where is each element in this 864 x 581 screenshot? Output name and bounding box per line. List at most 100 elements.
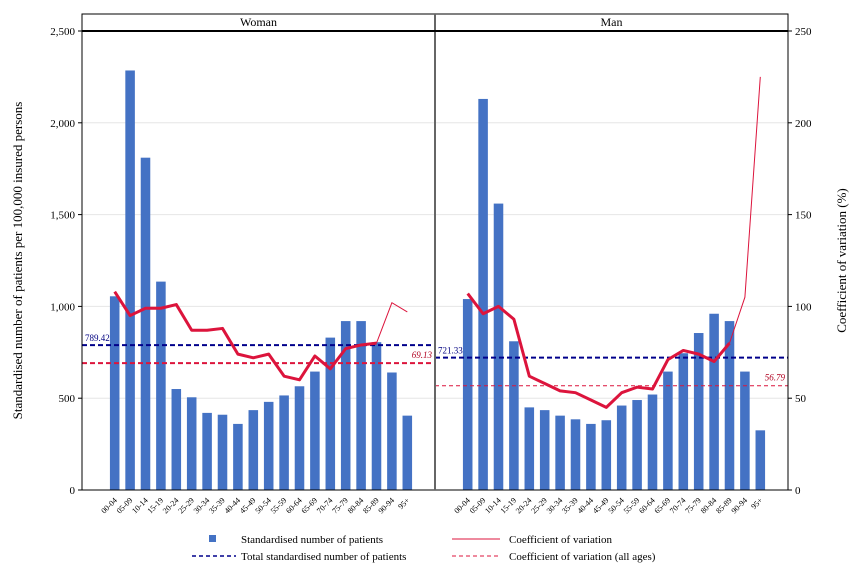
x-tick-label: 60-64 bbox=[637, 496, 657, 516]
bar bbox=[233, 423, 243, 490]
x-tick-label: 05-09 bbox=[468, 496, 488, 516]
bar bbox=[109, 296, 120, 490]
y-right-tick-label: 200 bbox=[795, 118, 812, 130]
x-tick-label: 30-34 bbox=[192, 496, 212, 516]
bar bbox=[678, 353, 689, 490]
x-tick-label: 70-74 bbox=[668, 496, 688, 516]
y-left-tick-label: 1,000 bbox=[50, 301, 75, 313]
x-tick-label: 55-59 bbox=[269, 496, 289, 516]
bar bbox=[740, 371, 750, 490]
bar bbox=[387, 372, 397, 490]
bar bbox=[632, 400, 642, 490]
legend-label: Total standardised number of patients bbox=[241, 551, 406, 563]
bar bbox=[601, 420, 612, 490]
bar bbox=[325, 337, 336, 490]
cv-line-thin bbox=[729, 76, 761, 344]
x-tick-label: 90-94 bbox=[377, 496, 397, 516]
x-tick-label: 40-44 bbox=[223, 496, 243, 516]
x-tick-label: 70-74 bbox=[315, 496, 335, 516]
x-tick-label: 40-44 bbox=[576, 496, 596, 516]
bar bbox=[356, 321, 366, 490]
cv-line bbox=[466, 292, 731, 409]
bar bbox=[586, 423, 596, 490]
x-tick-label: 85-89 bbox=[361, 496, 381, 516]
panel-title: Man bbox=[601, 15, 623, 29]
y-left-tick-label: 500 bbox=[59, 393, 76, 405]
bar bbox=[156, 281, 166, 490]
x-tick-label: 10-14 bbox=[130, 496, 150, 516]
bar bbox=[279, 395, 289, 490]
legend-label: Coefficient of variation bbox=[509, 534, 613, 546]
x-tick-label: 00-04 bbox=[99, 496, 119, 516]
x-tick-label: 25-29 bbox=[176, 496, 196, 516]
x-tick-label: 75-79 bbox=[683, 496, 703, 516]
bar bbox=[248, 410, 259, 490]
legend-label: Standardised number of patients bbox=[241, 534, 383, 546]
bar bbox=[462, 299, 473, 490]
bar bbox=[340, 321, 351, 490]
x-tick-label: 45-49 bbox=[238, 496, 258, 516]
x-tick-label: 65-69 bbox=[300, 496, 320, 516]
x-tick-label: 20-24 bbox=[161, 496, 181, 516]
bar bbox=[186, 397, 197, 490]
panel-frame bbox=[434, 30, 789, 491]
bar bbox=[478, 98, 488, 490]
x-tick-label: 35-39 bbox=[207, 496, 227, 516]
x-tick-label: 90-94 bbox=[730, 496, 750, 516]
x-tick-label: 50-54 bbox=[606, 496, 626, 516]
x-tick-label: 65-69 bbox=[653, 496, 673, 516]
bar bbox=[755, 430, 766, 490]
bar bbox=[171, 389, 182, 490]
x-tick-label: 80-84 bbox=[699, 496, 719, 516]
y-left-tick-label: 2,500 bbox=[50, 26, 75, 38]
x-tick-label: 35-39 bbox=[560, 496, 580, 516]
bar bbox=[310, 371, 320, 490]
bar bbox=[140, 157, 151, 490]
y-left-axis-title: Standardised number of patients per 100,… bbox=[10, 102, 25, 420]
bar bbox=[616, 405, 627, 490]
bar bbox=[539, 410, 550, 490]
x-tick-label: 15-19 bbox=[499, 496, 519, 516]
x-tick-label: 60-64 bbox=[284, 496, 304, 516]
y-right-tick-label: 0 bbox=[795, 485, 801, 497]
x-tick-label: 25-29 bbox=[529, 496, 549, 516]
x-tick-label: 75-79 bbox=[330, 496, 350, 516]
legend-swatch-patients bbox=[209, 535, 216, 542]
x-tick-label: 30-34 bbox=[545, 496, 565, 516]
bar bbox=[493, 203, 504, 491]
bar bbox=[217, 414, 228, 490]
bar bbox=[524, 407, 535, 490]
x-tick-label: 85-89 bbox=[714, 496, 734, 516]
bar bbox=[647, 394, 658, 490]
bar bbox=[263, 401, 274, 490]
bar bbox=[402, 415, 413, 490]
bar bbox=[724, 321, 735, 490]
x-tick-label: 95+ bbox=[396, 496, 412, 512]
bar bbox=[570, 419, 581, 490]
bar bbox=[294, 386, 305, 490]
cv-line bbox=[113, 290, 377, 382]
panel-title: Woman bbox=[240, 15, 277, 29]
cv-line-thin bbox=[376, 301, 408, 344]
y-right-tick-label: 50 bbox=[795, 393, 807, 405]
y-left-tick-label: 1,500 bbox=[50, 210, 75, 222]
x-tick-label: 50-54 bbox=[253, 496, 273, 516]
cv-all-ages-label: 69.13 bbox=[412, 350, 433, 360]
bar bbox=[125, 70, 135, 490]
legend-label: Coefficient of variation (all ages) bbox=[509, 551, 656, 563]
total-patients-label: 721.33 bbox=[438, 346, 463, 356]
y-left-tick-label: 0 bbox=[70, 485, 76, 497]
x-tick-label: 95+ bbox=[749, 496, 765, 512]
bar bbox=[709, 313, 719, 490]
x-tick-label: 55-59 bbox=[622, 496, 642, 516]
total-patients-label: 789.42 bbox=[85, 333, 110, 343]
x-tick-label: 15-19 bbox=[146, 496, 166, 516]
bar bbox=[509, 341, 519, 490]
y-right-axis-title: Coefficient of variation (%) bbox=[834, 188, 849, 333]
x-tick-label: 00-04 bbox=[452, 496, 472, 516]
bar bbox=[371, 342, 382, 490]
x-tick-label: 80-84 bbox=[346, 496, 366, 516]
y-left-tick-label: 2,000 bbox=[50, 118, 75, 130]
